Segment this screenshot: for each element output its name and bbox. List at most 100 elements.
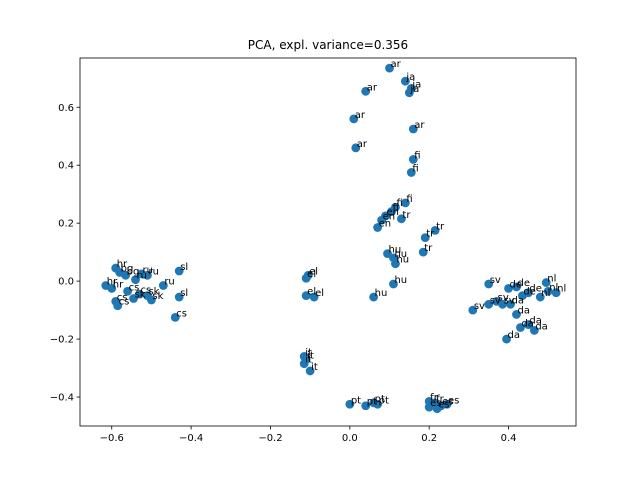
point-label: ja [405, 72, 415, 83]
point-label: hr [117, 259, 128, 270]
point-label: ru [143, 265, 153, 276]
point-label: ru [148, 266, 158, 277]
point-label: hu [394, 249, 407, 260]
scatter-point [424, 402, 434, 412]
y-axis: −0.4 −0.2 0.0 0.2 0.4 0.6 [50, 103, 80, 404]
y-tick-label: −0.2 [50, 335, 74, 346]
point-label: da [535, 321, 547, 332]
point-label: hu [389, 245, 402, 256]
point-label: hr [113, 279, 124, 290]
plot-frame [79, 57, 577, 427]
point-label: nl [541, 288, 550, 299]
point-label: fr [436, 394, 445, 405]
point-label: pt [367, 397, 377, 408]
point-label: fi [414, 150, 420, 161]
point-label: en [387, 207, 400, 218]
x-tick-label: 0.0 [342, 433, 358, 444]
scatter-point [506, 299, 515, 309]
point-label: de [510, 279, 523, 290]
scatter-point [484, 299, 494, 309]
scatter-point [504, 283, 513, 293]
point-label: en [379, 219, 392, 230]
point-label: cs [117, 292, 128, 303]
point-label: bg [127, 266, 140, 277]
point-label: nl [549, 282, 558, 293]
scatter-point [377, 215, 386, 225]
point-label: it [305, 347, 312, 358]
scatter-point [406, 168, 416, 177]
point-label: it [307, 350, 314, 361]
point-label: sk [148, 287, 159, 298]
points-layer [101, 63, 561, 414]
point-label: bg [121, 263, 134, 274]
scatter-point [442, 399, 452, 409]
point-label: de [529, 284, 542, 295]
point-label: cs [176, 308, 187, 319]
scatter-point [541, 278, 551, 287]
point-label: fr [430, 392, 439, 403]
point-label: hr [107, 276, 118, 287]
scatter-point [107, 283, 117, 293]
point-label: ar [391, 59, 402, 70]
scatter-point [512, 310, 521, 319]
point-label: pt [351, 395, 361, 406]
point-label: nl [557, 284, 566, 295]
y-tick-label: 0.0 [58, 277, 74, 288]
scatter-point [351, 143, 361, 153]
x-tick-label: 0.4 [501, 433, 517, 444]
scatter-point [299, 359, 309, 369]
scatter-point [512, 282, 521, 292]
point-label: pt [379, 395, 389, 406]
scatter-point [502, 334, 511, 344]
scatter-point [147, 295, 156, 305]
point-label: sv [490, 295, 501, 306]
point-label: en [383, 211, 396, 222]
point-label: el [315, 288, 324, 299]
point-label: de [517, 278, 530, 289]
scatter-point [468, 305, 478, 315]
chart-title: PCA, expl. variance=0.356 [248, 38, 408, 52]
scatter-point [408, 155, 418, 164]
x-axis: −0.6 −0.4 −0.2 0.0 0.2 0.4 [100, 426, 517, 444]
scatter-point [484, 279, 494, 289]
scatter-point [158, 281, 168, 290]
scatter-point [529, 325, 539, 335]
point-label: hu [396, 255, 409, 266]
point-label: ru [137, 271, 147, 282]
y-tick-label: 0.2 [58, 219, 74, 230]
point-label: cs [141, 285, 152, 296]
scatter-point [361, 86, 371, 96]
scatter-point [516, 323, 525, 332]
scatter-point [391, 259, 400, 269]
x-tick-label: 0.2 [421, 433, 437, 444]
scatter-point [523, 288, 533, 298]
scatter-point [420, 233, 430, 243]
y-tick-label: 0.4 [58, 161, 74, 172]
point-label: da [512, 295, 524, 306]
scatter-point [408, 124, 418, 134]
scatter-point [349, 114, 359, 124]
scatter-point [113, 301, 123, 311]
point-label: fi [392, 203, 398, 214]
point-label: es [430, 398, 441, 409]
point-label: sv [490, 275, 501, 286]
scatter-point [174, 266, 184, 276]
point-label: it [305, 355, 312, 366]
point-label: fi [406, 194, 412, 205]
point-label: tr [436, 221, 445, 232]
point-label: es [438, 400, 449, 411]
point-label: ar [357, 139, 368, 150]
x-tick-label: −0.2 [258, 433, 282, 444]
point-label: da [529, 316, 541, 327]
scatter-point [404, 88, 414, 98]
scatter-point [361, 401, 371, 411]
scatter-point [400, 198, 410, 208]
scatter-point [430, 226, 440, 235]
point-label: nl [547, 274, 556, 285]
y-tick-label: 0.6 [58, 103, 74, 114]
scatter-point [543, 286, 553, 296]
scatter-point [369, 292, 379, 302]
point-label: es [442, 397, 453, 408]
point-label: ru [164, 276, 174, 287]
